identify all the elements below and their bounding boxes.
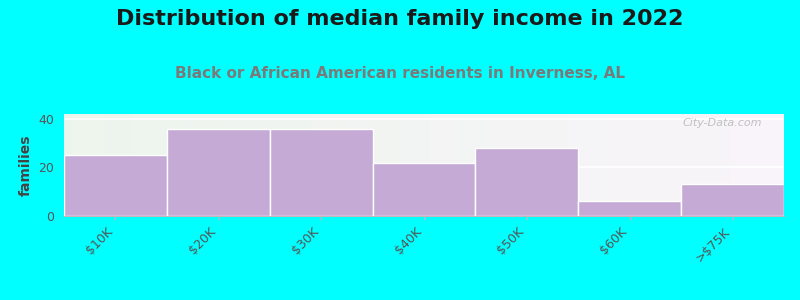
Bar [475, 148, 578, 216]
Bar [578, 201, 681, 216]
Text: Black or African American residents in Inverness, AL: Black or African American residents in I… [175, 66, 625, 81]
Bar [64, 155, 167, 216]
Bar [681, 184, 784, 216]
Text: Distribution of median family income in 2022: Distribution of median family income in … [116, 9, 684, 29]
Bar [373, 163, 475, 216]
Bar [167, 129, 270, 216]
Text: City-Data.com: City-Data.com [683, 118, 762, 128]
Y-axis label: families: families [19, 134, 33, 196]
Bar [270, 129, 373, 216]
